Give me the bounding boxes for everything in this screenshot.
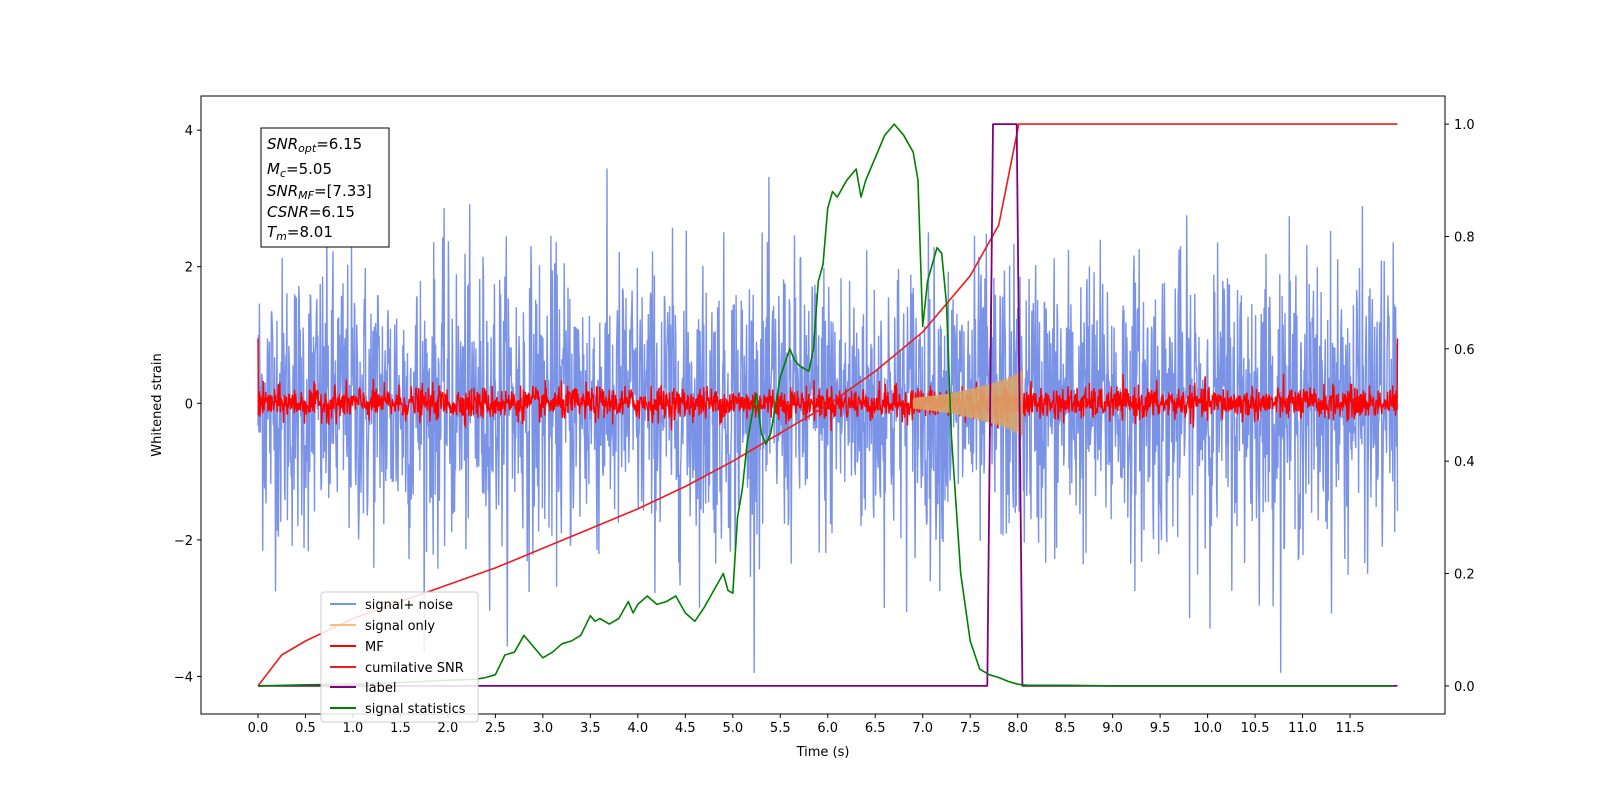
mf-series	[257, 338, 1399, 432]
x-tick-label: 10.0	[1193, 721, 1222, 736]
x-tick-label: 1.5	[390, 721, 411, 736]
signal-only-series	[912, 370, 1023, 437]
legend: signal+ noise signal only MF cumilative …	[320, 591, 479, 723]
x-tick-label: 0.5	[295, 721, 316, 736]
x-tick-label: 8.5	[1055, 721, 1076, 736]
y-right-tick-label: 0.8	[1454, 230, 1475, 245]
x-tick-label: 1.0	[343, 721, 364, 736]
annotation-csnr: CSNR=6.15	[267, 203, 355, 221]
annotation-tm: Tm=8.01	[267, 223, 333, 243]
signal-statistics-series	[257, 123, 1393, 687]
stats-annotation-box: SNRopt=6.15 Mc=5.05 SNRMF=[7.33] CSNR=6.…	[260, 127, 390, 248]
x-tick-label: 7.0	[912, 721, 933, 736]
y-left-tick-label: −4	[174, 670, 193, 685]
x-tick-label: 5.5	[770, 721, 791, 736]
x-tick-label: 11.5	[1336, 721, 1365, 736]
y-left-tick-label: 0	[185, 397, 193, 412]
y-right-tick-label: 0.0	[1454, 680, 1475, 695]
x-axis-label: Time (s)	[796, 745, 850, 760]
legend-label-mf: MF	[365, 640, 384, 655]
y-axis-right-ticks: 1.0 0.8 0.6 0.4 0.2 0.0	[1445, 118, 1475, 695]
annotation-snr-opt: SNRopt=6.15	[267, 135, 362, 155]
x-tick-label: 7.5	[960, 721, 981, 736]
annotation-mc: Mc=5.05	[267, 160, 332, 180]
x-tick-label: 4.0	[627, 721, 648, 736]
signal-noise-series	[257, 168, 1399, 674]
legend-label-cumulative-snr: cumilative SNR	[365, 661, 464, 676]
y-axis-left-label: Whitened strain	[150, 353, 165, 456]
y-axis-left-ticks: 4 2 0 −2 −4	[174, 124, 201, 685]
annotation-frame	[260, 127, 390, 248]
x-tick-label: 3.5	[580, 721, 601, 736]
y-right-tick-label: 0.6	[1454, 343, 1475, 358]
signal-noise-line	[257, 168, 1399, 674]
x-tick-label: 9.0	[1102, 721, 1123, 736]
legend-label-signal-noise: signal+ noise	[365, 598, 453, 613]
legend-label-signal-statistics: signal statistics	[365, 702, 466, 717]
axes-frame	[200, 95, 1446, 715]
x-tick-label: 6.5	[865, 721, 886, 736]
x-tick-label: 9.5	[1150, 721, 1171, 736]
x-tick-label: 0.0	[248, 721, 269, 736]
x-tick-label: 10.5	[1241, 721, 1270, 736]
x-tick-label: 3.0	[533, 721, 554, 736]
x-tick-label: 8.0	[1007, 721, 1028, 736]
x-axis-ticks: 0.0 0.5 1.0 1.5 2.0 2.5 3.0 3.5 4.0 4.5 5.0 5.5 6.0 6…	[248, 714, 1365, 736]
mf-line	[257, 338, 1399, 432]
annotation-snr-mf: SNRMF=[7.33]	[267, 182, 372, 202]
signal-statistics-line	[257, 123, 1393, 687]
x-tick-label: 2.5	[485, 721, 506, 736]
x-tick-label: 4.5	[675, 721, 696, 736]
signal-only-line	[912, 370, 1023, 437]
legend-frame	[320, 591, 479, 723]
x-tick-label: 6.0	[817, 721, 838, 736]
y-left-tick-label: 2	[185, 261, 193, 276]
x-tick-label: 2.0	[438, 721, 459, 736]
y-right-tick-label: 0.2	[1454, 568, 1475, 583]
y-right-tick-label: 0.4	[1454, 455, 1475, 470]
legend-label-signal-only: signal only	[365, 619, 435, 634]
y-left-tick-label: −2	[174, 534, 193, 549]
x-tick-label: 5.0	[722, 721, 743, 736]
y-left-tick-label: 4	[185, 124, 193, 139]
x-tick-label: 11.0	[1288, 721, 1317, 736]
legend-label-label: label	[365, 681, 396, 696]
y-right-tick-label: 1.0	[1454, 118, 1475, 133]
